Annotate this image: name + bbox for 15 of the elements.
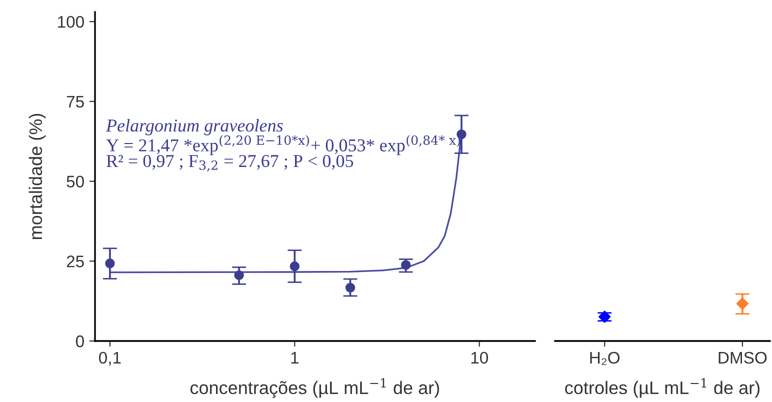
y-tick-label: 100: [58, 16, 84, 28]
y-tick-label: 75: [66, 96, 84, 108]
x-tick-label: DMSO: [718, 352, 767, 364]
x-axis-title: concentrações (µL mL$^{−1}$ de ar): [190, 378, 440, 398]
x-tick-label: 1: [291, 352, 298, 364]
y-tick-label: 0: [76, 335, 84, 348]
x-tick-label: 10: [471, 352, 488, 364]
annotation: Pelargonium graveolens: [106, 118, 283, 136]
annotation: R² = 0,97 ; F$_{3,2}$ = 27,67 ; P < 0,05: [106, 154, 354, 172]
x-tick-label: H₂O: [590, 352, 620, 365]
x-tick-label: 0,1: [99, 352, 121, 366]
y-tick-label: 50: [66, 176, 84, 188]
y-axis-title: mortalidade (%): [28, 114, 46, 240]
x-axis-title: cotroles (µL mL$^{−1}$ de ar): [565, 378, 760, 398]
y-tick-label: 25: [66, 256, 84, 268]
